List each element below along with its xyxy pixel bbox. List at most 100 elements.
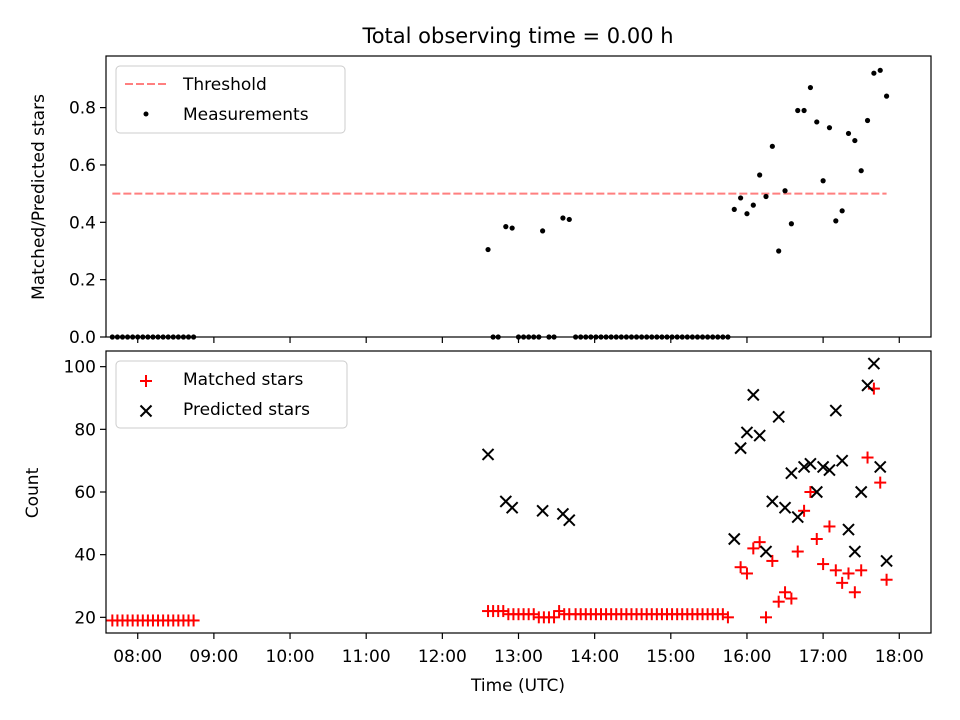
x-tick-label: 09:00: [189, 647, 238, 667]
predicted-stars-point: [772, 410, 785, 424]
figure-title: Total observing time = 0.00 h: [361, 24, 673, 48]
bottom-legend-box: [115, 360, 348, 429]
matched-stars-point: [734, 561, 747, 574]
bottom-x-axis: 08:00 09:00 10:00 11:00 12:00 13:00 14:00 15:00…: [113, 633, 924, 667]
bottom-panel: 20 40 60 80 100 08:00 09:00 10:00 11:00 12:00 13:…: [23, 350, 932, 696]
measurements-point: [731, 206, 737, 213]
matched-stars-point: [880, 573, 893, 586]
matched-stars-point: [779, 586, 792, 599]
predicted-stars-point: [753, 429, 766, 442]
predicted-stars-point: [829, 404, 843, 417]
predicted-stars-point: [785, 466, 798, 480]
measurements-point: [540, 228, 546, 234]
predicted-stars-point: [861, 379, 874, 392]
bottom-y-tick-label: 40: [74, 546, 96, 566]
measurements-point: [814, 119, 820, 125]
predicted-legend-label: Predicted stars: [183, 400, 310, 420]
matched-stars-point: [187, 614, 200, 627]
measurements-point: [776, 248, 782, 254]
measurements-point: [858, 168, 864, 174]
predicted-stars-point: [766, 495, 779, 508]
measurements-point: [757, 172, 763, 178]
predicted-stars-point: [880, 554, 893, 568]
matched-stars-point: [766, 554, 779, 567]
top-y-tick-label: 0.8: [69, 99, 96, 119]
bottom-y-tick-label: 100: [64, 358, 96, 378]
predicted-stars-point: [823, 463, 836, 477]
measurements-point: [763, 193, 769, 200]
matched-stars-point: [760, 611, 772, 624]
predicted-stars-point: [867, 357, 881, 370]
measurements-point: [820, 178, 826, 184]
matched-stars-point: [823, 520, 836, 533]
top-legend: Threshold Measurements: [115, 65, 346, 134]
x-tick-label: 14:00: [570, 647, 619, 667]
measurements-point: [750, 202, 756, 208]
measurements-point: [738, 195, 744, 201]
measurements-point: [833, 218, 839, 224]
bottom-y-axis-label: Count: [23, 467, 43, 518]
measurements-point: [845, 130, 852, 137]
matched-stars-point: [842, 567, 855, 580]
measurements-point: [871, 70, 877, 76]
matched-stars-point: [753, 536, 766, 549]
predicted-stars-point: [810, 485, 823, 499]
matched-stars-point: [721, 611, 734, 624]
measurements-point: [788, 221, 794, 227]
predicted-stars-point: [816, 460, 830, 474]
predicted-stars-point: [848, 545, 862, 558]
matched-stars-point: [804, 486, 817, 498]
x-tick-label: 17:00: [799, 647, 848, 667]
bottom-y-tick-label: 20: [74, 608, 96, 628]
measurements-point: [485, 246, 491, 253]
measurements-point: [839, 208, 845, 214]
predicted-stars-point: [842, 523, 855, 536]
bottom-legend: Matched stars Predicted stars: [115, 360, 348, 429]
predicted-stars-point: [835, 454, 849, 467]
matched-stars-point: [747, 542, 760, 555]
x-tick-label: 10:00: [266, 647, 315, 667]
matched-legend-label: Matched stars: [183, 370, 303, 390]
top-x-axis: [137, 337, 900, 343]
measurements-point: [852, 137, 858, 144]
matched-legend-marker: [140, 375, 152, 387]
measurements-point: [560, 215, 566, 221]
measurements-point: [744, 211, 750, 217]
matched-stars-point: [829, 564, 842, 577]
measurements-point: [782, 188, 788, 194]
matched-stars-point: [855, 564, 868, 577]
bottom-plot-area: [106, 357, 893, 627]
matched-stars-point: [772, 595, 785, 608]
matched-stars-point: [848, 586, 861, 599]
matched-stars-point: [836, 576, 849, 589]
predicted-stars-point: [563, 513, 576, 527]
predicted-stars-point: [728, 532, 741, 546]
matched-stars-point: [785, 592, 798, 605]
predicted-stars-point: [759, 545, 773, 558]
top-y-tick-label: 0.2: [69, 271, 96, 291]
top-y-tick-label: 0.6: [69, 156, 96, 176]
predicted-legend-marker: [139, 404, 153, 418]
measurements-point: [826, 125, 833, 131]
top-y-axis: 0.0 0.2 0.4 0.6 0.8: [69, 99, 106, 348]
predicted-stars-point: [778, 501, 792, 514]
predicted-stars-point: [536, 504, 549, 518]
matched-stars-point: [798, 504, 811, 517]
predicted-stars-point: [734, 441, 747, 455]
measurements-point: [566, 216, 572, 223]
top-legend-box: [115, 65, 346, 134]
predicted-stars-point: [481, 448, 495, 461]
bottom-y-tick-label: 80: [74, 420, 96, 440]
measurements-legend-label: Measurements: [183, 105, 309, 125]
top-y-tick-label: 0.4: [69, 213, 96, 233]
x-tick-label: 08:00: [113, 647, 162, 667]
measurements-point: [801, 107, 807, 114]
measurements-point: [503, 224, 509, 230]
measurements-point: [509, 225, 515, 231]
top-y-tick-label: 0.0: [69, 328, 96, 348]
x-tick-label: 15:00: [646, 647, 695, 667]
x-tick-label: 12:00: [418, 647, 467, 667]
predicted-stars-point: [505, 501, 519, 514]
top-panel: 0.00.20.40.60.8 Matched/Predicted stars …: [29, 55, 932, 348]
matched-stars-point: [810, 533, 823, 545]
